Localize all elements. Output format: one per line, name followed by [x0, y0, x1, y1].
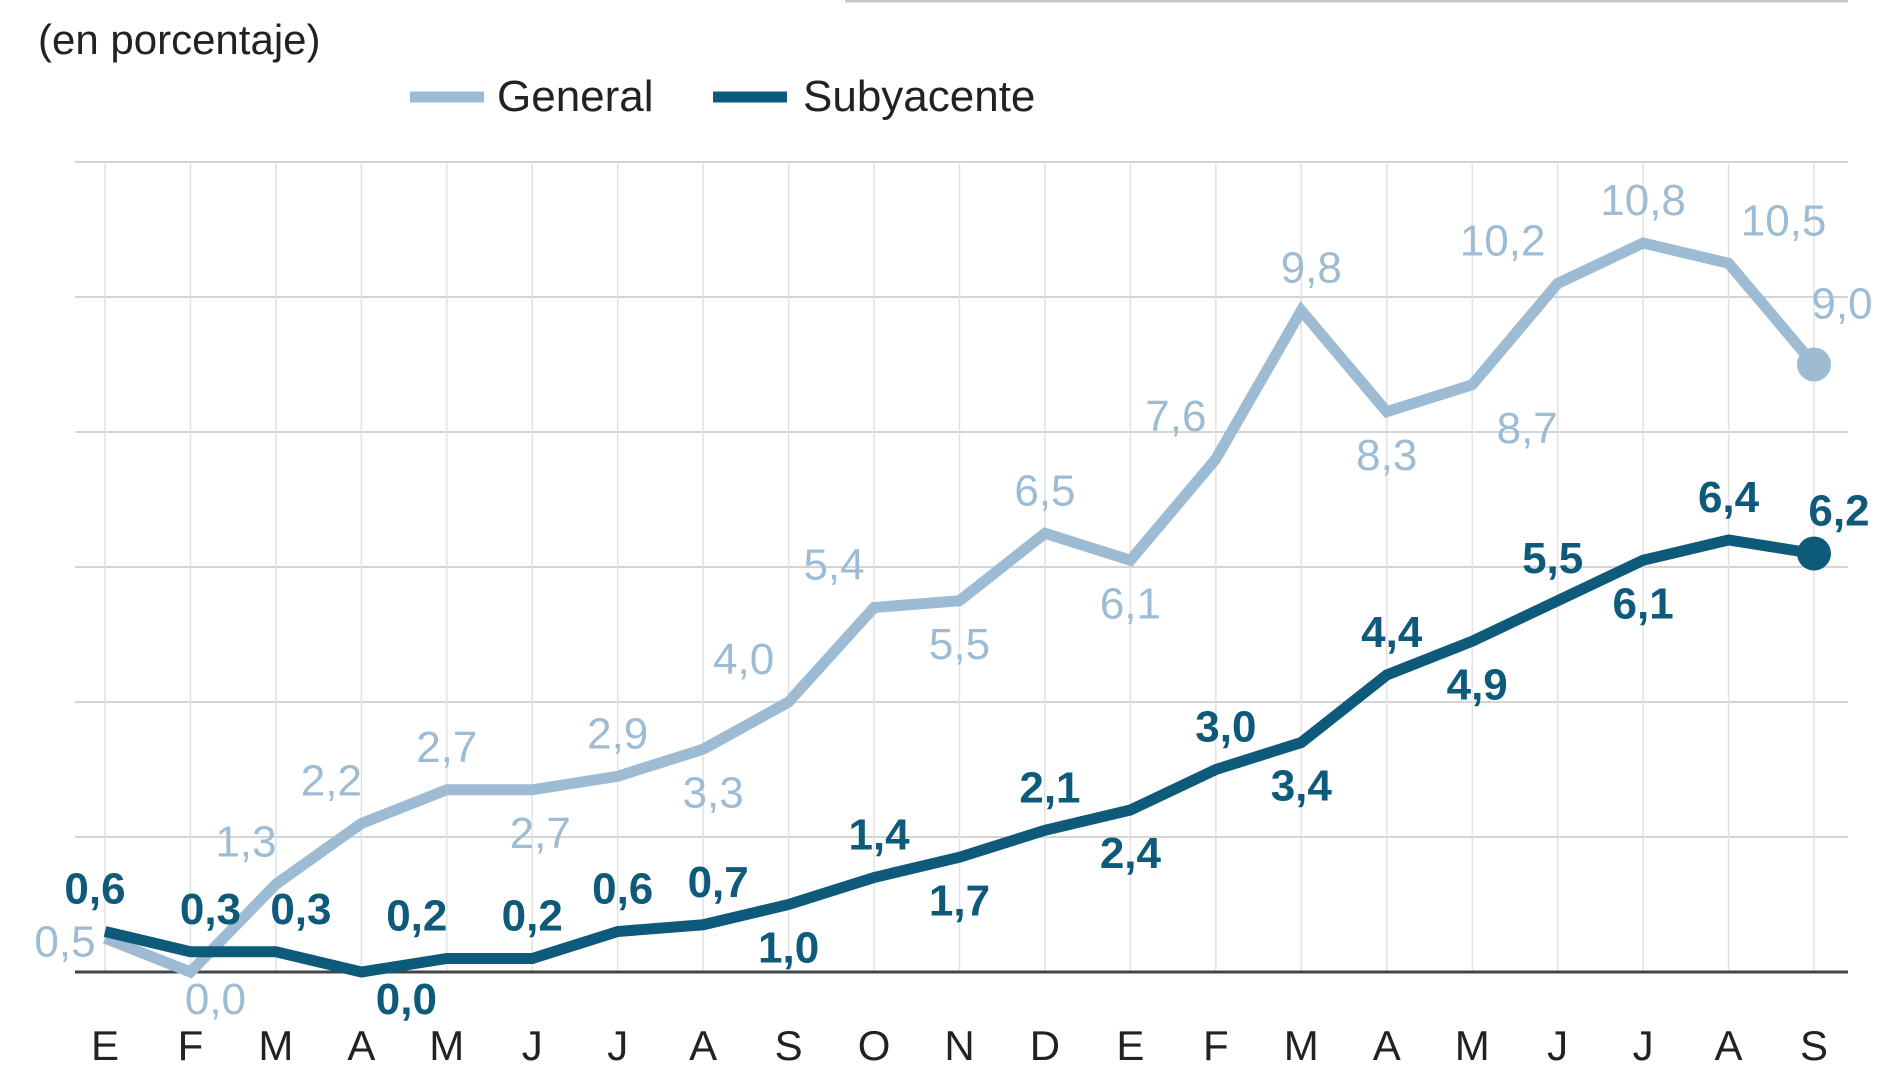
- data-label: 3,4: [1271, 762, 1333, 811]
- data-label: 6,2: [1808, 487, 1869, 536]
- data-label: 5,5: [1522, 534, 1583, 583]
- data-label: 5,4: [803, 541, 864, 590]
- data-label: 0,2: [386, 892, 447, 941]
- data-label: 0,2: [502, 892, 563, 941]
- legend-label-subyacente: Subyacente: [803, 72, 1035, 121]
- x-tick-label: A: [1373, 1022, 1401, 1069]
- x-tick-label: M: [1455, 1022, 1490, 1069]
- x-tick-label: A: [347, 1022, 375, 1069]
- data-label: 5,5: [929, 620, 990, 669]
- data-label: 8,3: [1356, 431, 1417, 480]
- x-tick-label: D: [1030, 1022, 1060, 1069]
- data-label: 9,0: [1811, 280, 1872, 329]
- data-label: 3,0: [1195, 703, 1256, 752]
- data-label: 4,4: [1361, 608, 1423, 657]
- data-label: 10,8: [1600, 176, 1686, 225]
- x-tick-label: A: [689, 1022, 717, 1069]
- data-label: 6,4: [1698, 473, 1760, 522]
- x-tick-label: M: [429, 1022, 464, 1069]
- data-label: 0,0: [185, 975, 246, 1024]
- data-label: 0,3: [180, 885, 241, 934]
- data-label: 1,7: [929, 876, 990, 925]
- data-label: 2,1: [1019, 763, 1080, 812]
- data-label: 2,7: [510, 809, 571, 858]
- data-label: 2,2: [301, 757, 362, 806]
- data-label: 6,1: [1100, 579, 1161, 628]
- data-label: 2,4: [1100, 829, 1162, 878]
- data-label: 10,5: [1741, 196, 1827, 245]
- data-label: 0,5: [34, 917, 95, 966]
- data-label: 6,1: [1613, 579, 1674, 628]
- data-label: 9,8: [1281, 244, 1342, 293]
- data-label: 4,9: [1447, 660, 1508, 709]
- data-label: 0,3: [270, 885, 331, 934]
- x-tick-label: F: [178, 1022, 204, 1069]
- data-label: 7,6: [1145, 392, 1206, 441]
- x-tick-label: J: [1547, 1022, 1568, 1069]
- x-tick-label: J: [522, 1022, 543, 1069]
- x-tick-label: E: [1116, 1022, 1144, 1069]
- series-line-general: [102, 237, 1819, 979]
- x-tick-label: S: [1800, 1022, 1828, 1069]
- data-label: 0,6: [64, 865, 125, 914]
- data-label: 6,5: [1014, 466, 1075, 515]
- data-label: 4,0: [713, 635, 774, 684]
- x-tick-label: J: [1633, 1022, 1654, 1069]
- series-end-marker: [1797, 536, 1831, 571]
- legend: General Subyacente: [410, 72, 1035, 121]
- series-end-marker: [1797, 347, 1831, 382]
- data-label: 8,7: [1497, 404, 1558, 453]
- legend-label-general: General: [497, 72, 654, 121]
- x-tick-label: E: [91, 1022, 119, 1069]
- x-tick-label: N: [944, 1022, 974, 1069]
- x-tick-label: S: [775, 1022, 803, 1069]
- x-tick-label: M: [1284, 1022, 1319, 1069]
- data-label: 1,0: [758, 924, 819, 973]
- data-label: 1,4: [848, 811, 910, 860]
- data-label: 1,3: [215, 817, 276, 866]
- data-label: 2,7: [416, 723, 477, 772]
- series-line-subyacente: [103, 534, 1815, 978]
- x-tick-label: O: [858, 1022, 891, 1069]
- data-label: 10,2: [1460, 217, 1546, 266]
- chart-subtitle: (en porcentaje): [38, 16, 321, 63]
- data-label: 0,0: [376, 975, 437, 1024]
- x-tick-label: F: [1203, 1022, 1229, 1069]
- x-tick-label: J: [607, 1022, 628, 1069]
- data-label: 2,9: [587, 709, 648, 758]
- x-tick-label: A: [1715, 1022, 1743, 1069]
- data-label: 0,6: [592, 865, 653, 914]
- data-label: 0,7: [688, 858, 749, 907]
- x-tick-label: M: [258, 1022, 293, 1069]
- data-label: 3,3: [683, 768, 744, 817]
